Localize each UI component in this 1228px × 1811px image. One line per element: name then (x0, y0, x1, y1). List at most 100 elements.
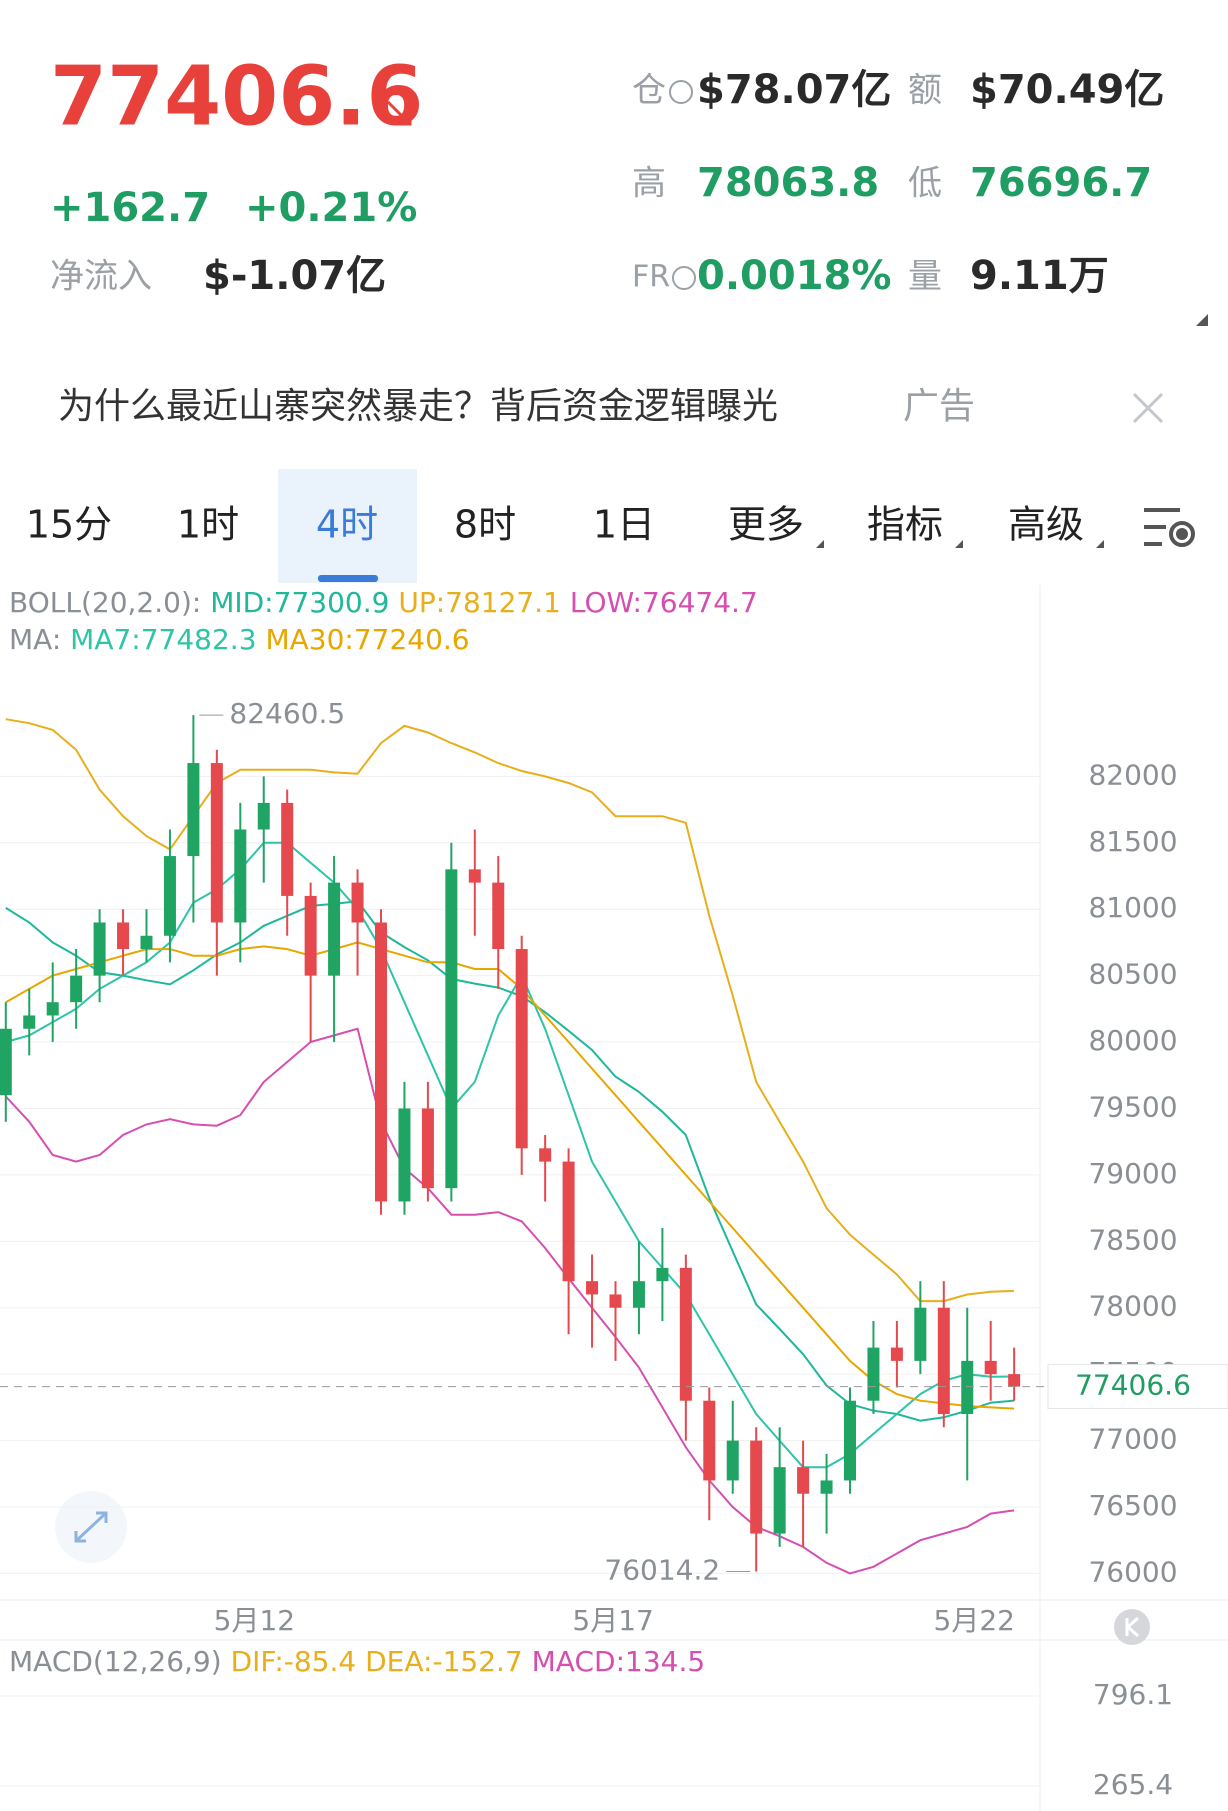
tab[interactable]: 更多 (728, 503, 804, 547)
reset-icon (1125, 1616, 1140, 1638)
fr-label: FR (632, 260, 670, 295)
y-tick-label: 81000 (1088, 891, 1177, 924)
tab[interactable]: 8时 (454, 503, 516, 547)
candle-body (562, 1161, 575, 1282)
x-tick-label: 5月12 (214, 1604, 295, 1637)
legend-name: LOW: (570, 586, 642, 619)
macd-value: 134.5 (625, 1645, 705, 1678)
legend-item: MID:77300.9 (201, 586, 389, 619)
ma-legend: MA: MA7:77482.3 MA30:77240.6 (9, 623, 470, 656)
candle-body (914, 1307, 927, 1361)
y-tick-label: 77000 (1088, 1423, 1177, 1456)
candle-body (844, 1400, 856, 1481)
candle-body (656, 1267, 669, 1282)
y-tick-label: 82000 (1088, 758, 1177, 791)
expand-triangle[interactable] (1196, 314, 1208, 326)
candle-body (609, 1294, 622, 1308)
change: +162.7 (50, 185, 210, 231)
indicator-line (5, 718, 1015, 1303)
legend-value: 76474.7 (642, 586, 758, 619)
candle-body (351, 882, 364, 923)
legend-item: MA7:77482.3 (61, 623, 256, 656)
legend-value: 77300.9 (274, 586, 390, 619)
dif: DIF:-85.4 (222, 1645, 357, 1678)
y-tick-label: 79500 (1088, 1090, 1177, 1123)
y-tick-label: 80500 (1088, 958, 1177, 991)
candle-body (726, 1440, 739, 1481)
legend-label: BOLL(20,2.0): (9, 586, 201, 619)
tab[interactable]: 指标 (867, 503, 943, 547)
legend-value: 78127.1 (445, 586, 561, 619)
macd-tick-label: 265.4 (1093, 1768, 1173, 1801)
legend-name: MID: (210, 586, 273, 619)
candle-body (163, 856, 176, 936)
candle-body (70, 975, 83, 1003)
settings-icon[interactable] (1144, 508, 1195, 547)
candle-body (703, 1400, 716, 1481)
indicator-line (5, 941, 1015, 1410)
volume: 9.11万 (970, 253, 1109, 299)
y-tick-label: 76000 (1088, 1555, 1177, 1588)
candle-body (797, 1467, 810, 1494)
oi-label: 仓 (632, 71, 666, 111)
candle-body (375, 922, 387, 1202)
active-tab-indicator (318, 575, 378, 582)
candle-body (46, 1002, 59, 1016)
legend-label: MA: (9, 623, 61, 656)
y-tick-label: 76500 (1088, 1489, 1177, 1522)
candle-body (937, 1307, 950, 1415)
tab[interactable]: 1日 (593, 503, 655, 547)
macd-label: MACD: (532, 1645, 625, 1678)
help-icon[interactable] (672, 266, 696, 290)
net-inflow: $-1.07亿 (203, 253, 386, 299)
volume-label: 量 (908, 257, 942, 297)
tab[interactable]: 1时 (177, 503, 239, 547)
candle-body (750, 1440, 763, 1534)
legend-item: UP:78127.1 (389, 586, 561, 619)
tab[interactable]: 4时 (316, 503, 378, 547)
dif-label: DIF: (231, 1645, 284, 1678)
low: 76696.7 (970, 160, 1152, 206)
reset-button[interactable] (1114, 1609, 1150, 1645)
last-price-label: 77406.6 (1075, 1369, 1191, 1402)
dropdown-caret (955, 540, 963, 548)
macd-title: MACD(12,26,9) (9, 1645, 222, 1678)
candle-body (23, 1015, 36, 1029)
dropdown-caret (1096, 540, 1104, 548)
candle-body (961, 1360, 974, 1415)
candle-body (421, 1108, 434, 1189)
legend-item: LOW:76474.7 (561, 586, 758, 619)
candle-body (210, 763, 223, 923)
dea-value: -152.7 (432, 1645, 522, 1678)
fullscreen-icon (74, 1511, 108, 1543)
y-tick-label: 80000 (1088, 1024, 1177, 1057)
candle-body (445, 869, 458, 1189)
candle-body (468, 869, 481, 883)
help-icon[interactable] (669, 80, 693, 104)
candle-body (984, 1360, 997, 1375)
x-tick-label: 5月22 (934, 1604, 1015, 1637)
macd: MACD:134.5 (523, 1645, 705, 1678)
tab[interactable]: 15分 (26, 503, 112, 547)
candle-body (304, 895, 317, 976)
ad-text[interactable]: 为什么最近山寨突然暴走？背后资金逻辑曝光 (58, 386, 778, 427)
indicator-line (5, 841, 1015, 1469)
indicator-line (5, 1027, 1015, 1575)
close-ad[interactable] (1132, 392, 1164, 424)
legend-item: MA30:77240.6 (257, 623, 470, 656)
candle-body (867, 1347, 880, 1401)
candle-body (0, 1028, 12, 1096)
change-pct: +0.21% (245, 185, 417, 231)
high-label: 高 (632, 164, 666, 204)
boll-legend: BOLL(20,2.0): MID:77300.9 UP:78127.1 LOW… (9, 586, 758, 619)
ad-tag: 广告 (903, 386, 975, 427)
dea: DEA:-152.7 (356, 1645, 523, 1678)
plot: 7600076500770007750078000785007900079500… (0, 697, 1228, 1801)
candle-body (93, 922, 106, 976)
candle-body (1008, 1374, 1021, 1387)
active-tab-bg (278, 469, 417, 583)
tab[interactable]: 高级 (1008, 503, 1084, 547)
candle-body (328, 882, 341, 976)
candle-body (890, 1347, 903, 1361)
candle-body (398, 1108, 411, 1202)
